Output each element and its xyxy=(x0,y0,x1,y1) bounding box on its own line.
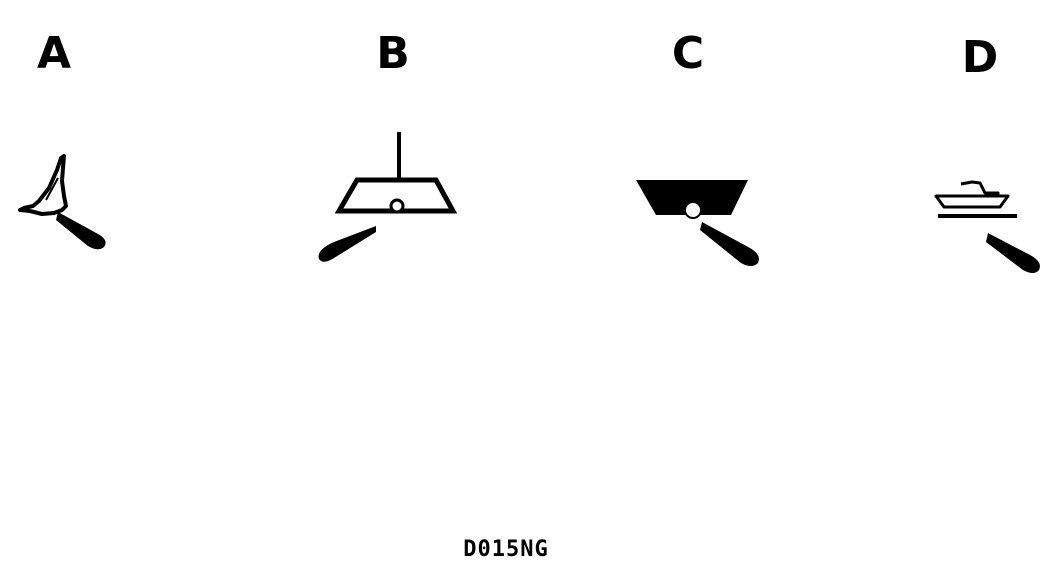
option-label-d: D xyxy=(961,32,999,83)
option-label-a: A xyxy=(36,28,72,79)
light-flare-b-icon xyxy=(318,226,376,262)
option-label-b: B xyxy=(376,28,410,79)
light-flare-d-icon xyxy=(986,233,1040,273)
option-label-c: C xyxy=(671,28,705,79)
light-flare-a-icon xyxy=(56,212,106,250)
light-flare-c-icon xyxy=(700,222,759,266)
figure-code: D015NG xyxy=(463,537,549,562)
